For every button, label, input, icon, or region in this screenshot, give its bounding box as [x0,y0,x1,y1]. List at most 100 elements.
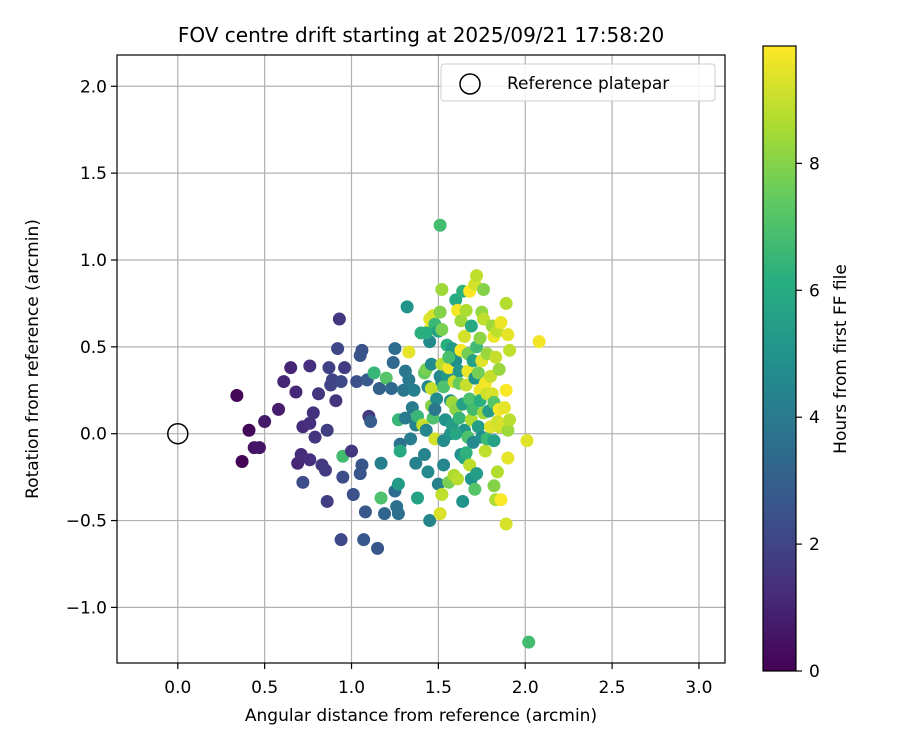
data-point [277,375,291,389]
data-point [338,361,352,375]
data-point [503,413,517,427]
data-point [364,415,378,429]
colorbar-tick-label: 6 [809,281,820,301]
data-point [501,451,515,465]
y-tick-label: 2.0 [80,77,107,97]
data-point [388,342,402,356]
data-point [520,434,534,448]
data-point [473,331,487,345]
colorbar-tick-label: 0 [809,662,820,682]
colorbar-gradient [762,45,797,672]
data-point [371,541,385,555]
data-point [303,453,317,467]
data-point [487,479,501,493]
data-point [358,505,372,519]
data-point [336,470,350,484]
data-point [487,434,501,448]
data-point [424,382,438,396]
data-point [450,472,464,486]
data-point [334,533,348,547]
data-point [391,477,405,491]
data-point [499,296,513,310]
data-point [331,342,345,356]
data-point [318,463,332,477]
legend: Reference platepar [440,63,716,102]
data-point [242,423,256,437]
data-point [463,458,477,472]
data-point [522,635,536,649]
data-point [501,423,515,437]
x-tick-label: 0.0 [164,678,191,698]
legend-reference-icon [459,73,481,95]
plot-frame [116,54,726,664]
data-point [378,507,392,521]
data-point [492,362,506,376]
y-axis-label: Rotation from reference (arcmin) [23,219,43,499]
data-point [499,383,513,397]
data-point [470,467,484,481]
data-point [435,283,449,297]
data-point [428,402,442,416]
y-axis-ticks: −1.0 −0.5 0.0 0.5 1.0 1.5 2.0 [66,77,117,618]
y-tick-label: 1.5 [80,164,107,184]
x-tick-label: 2.5 [599,678,626,698]
x-tick-label: 1.5 [425,678,452,698]
x-tick-label: 1.0 [338,678,365,698]
data-point [312,387,326,401]
data-point [374,491,388,505]
data-point [501,328,515,342]
data-point [303,416,317,430]
data-point [308,430,322,444]
data-point [407,383,421,397]
chart-title: FOV centre drift starting at 2025/09/21 … [178,23,664,47]
data-point [470,269,484,283]
data-point [252,441,266,455]
x-axis-label: Angular distance from reference (arcmin) [245,706,597,726]
data-point [289,385,303,399]
data-point [430,392,444,406]
y-tick-label: −1.0 [66,598,107,618]
data-point [355,458,369,472]
data-point [397,383,411,397]
data-point [329,394,343,408]
data-point [320,494,334,508]
data-point [435,322,449,336]
data-point [417,448,431,462]
data-point [350,375,364,389]
data-point [449,427,463,441]
data-point [497,401,511,415]
data-point [466,402,480,416]
data-point [272,402,286,416]
y-tick-label: −0.5 [66,512,107,532]
legend-box [440,63,716,102]
data-point [424,357,438,371]
data-point [306,406,320,420]
data-point [374,456,388,470]
data-point [459,303,473,317]
data-points [230,218,546,649]
data-point [477,283,491,297]
data-point [419,423,433,437]
data-point [490,465,504,479]
y-tick-label: 0.0 [80,425,107,445]
colorbar-label: Hours from first FF file [831,264,851,454]
data-point [230,388,244,402]
data-point [431,477,445,491]
data-point [494,493,508,507]
colorbar: 0 2 4 6 8 Hours from first FF file [762,45,851,682]
data-point [463,392,477,406]
data-point [296,475,310,489]
data-point [235,454,249,468]
y-tick-label: 1.0 [80,251,107,271]
data-point [452,411,466,425]
colorbar-tick-label: 8 [809,154,820,174]
data-point [459,446,473,460]
data-point [449,293,463,307]
data-point [433,507,447,521]
data-point [489,350,503,364]
data-point [393,444,407,458]
data-point [386,355,400,369]
y-tick-label: 0.5 [80,338,107,358]
data-point [400,300,414,314]
